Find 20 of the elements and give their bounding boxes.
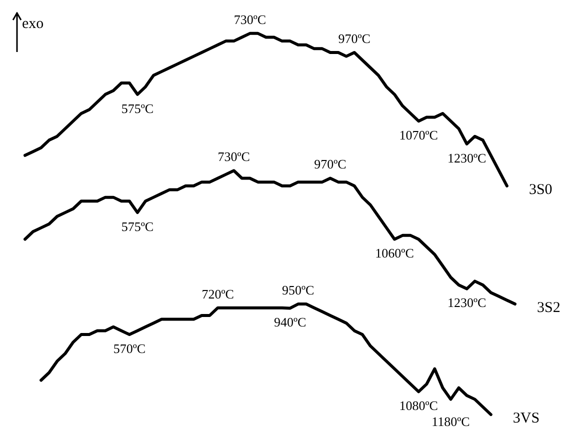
series-label: 3S0 (528, 182, 552, 198)
annotation: 730ºC (218, 149, 250, 164)
annotation: 575ºC (121, 218, 154, 234)
annotation: 1230ºC (447, 150, 486, 166)
annotation: 970ºC (314, 156, 346, 172)
series-label: 3S2 (537, 300, 560, 316)
annotation: 575ºC (121, 100, 154, 116)
annotation: 1060ºC (375, 246, 414, 261)
annotation: 950ºC (282, 282, 314, 298)
annotation: 1230ºC (447, 295, 486, 310)
annotation: 1080ºC (399, 398, 438, 414)
annotation: 1180ºC (432, 414, 470, 430)
annotation: 570ºC (113, 340, 146, 356)
annotation: 940ºC (274, 314, 306, 330)
series-label: 3VS (512, 410, 540, 427)
text: exo (22, 16, 44, 33)
annotation: 720ºC (202, 286, 234, 302)
annotation: 730ºC (234, 12, 266, 27)
annotation: 1070ºC (399, 128, 438, 143)
annotation: 970ºC (338, 30, 370, 46)
